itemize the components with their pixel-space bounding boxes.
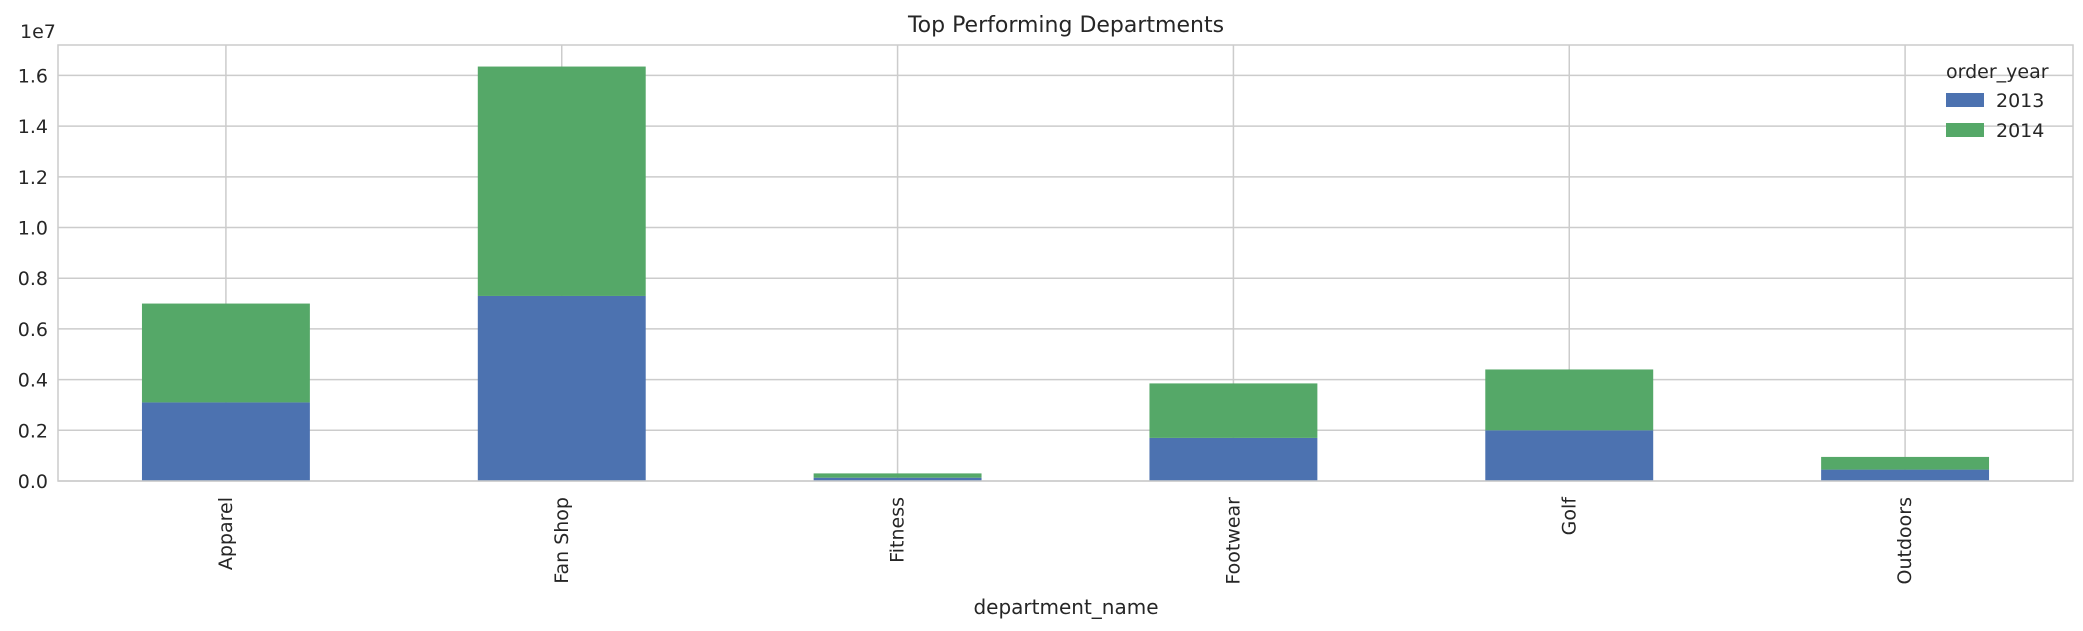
- y-offset-text: 1e7: [20, 21, 56, 43]
- legend-swatch: [1946, 123, 1984, 137]
- bar-2013-apparel: [141, 402, 310, 481]
- bar-2014-fitness: [813, 473, 982, 478]
- chart-title: Top Performing Departments: [907, 13, 1224, 38]
- bar-2013-fitness: [813, 477, 982, 481]
- x-tick-label: Golf: [1558, 496, 1580, 536]
- legend-entry: 2013: [1996, 90, 2044, 112]
- legend-title: order_year: [1946, 61, 2049, 83]
- y-tick-label: 0.8: [18, 268, 48, 290]
- x-tick-label: Outdoors: [1894, 497, 1916, 584]
- bar-2013-fan-shop: [477, 295, 646, 481]
- bars: [141, 66, 1990, 481]
- y-tick-label: 0.2: [18, 420, 48, 442]
- y-tick-label: 0.0: [18, 471, 48, 493]
- y-tick-label: 1.2: [18, 167, 48, 189]
- y-tick-label: 0.4: [18, 370, 48, 392]
- bar-2014-golf: [1485, 369, 1654, 431]
- legend: order_year 2013 2014: [1946, 61, 2049, 142]
- bar-2013-footwear: [1149, 437, 1318, 481]
- grid: [58, 45, 2073, 482]
- x-tick-label: Footwear: [1222, 497, 1244, 585]
- y-tick-label: 1.4: [18, 116, 48, 138]
- x-axis-label: department_name: [973, 595, 1158, 619]
- y-axis: 0.0 0.2 0.4 0.6 0.8 1.0 1.2 1.4 1.6: [18, 65, 48, 493]
- bar-2014-footwear: [1149, 383, 1318, 438]
- bar-2013-golf: [1485, 430, 1654, 481]
- bar-2014-fan-shop: [477, 66, 646, 296]
- legend-swatch: [1946, 93, 1984, 107]
- plot-frame: [57, 44, 2074, 482]
- x-tick-label: Fitness: [887, 497, 909, 563]
- bar-2013-outdoors: [1821, 469, 1990, 481]
- bar-2014-apparel: [141, 303, 310, 403]
- y-tick-label: 0.6: [18, 319, 48, 341]
- bar-2014-outdoors: [1821, 456, 1990, 470]
- x-tick-label: Fan Shop: [551, 497, 573, 584]
- y-tick-label: 1.6: [18, 65, 48, 87]
- legend-entry: 2014: [1996, 120, 2044, 142]
- x-tick-label: Apparel: [215, 497, 237, 570]
- y-tick-label: 1.0: [18, 218, 48, 240]
- x-axis: Apparel Fan Shop Fitness Footwear Golf Outdoo…: [215, 496, 1916, 585]
